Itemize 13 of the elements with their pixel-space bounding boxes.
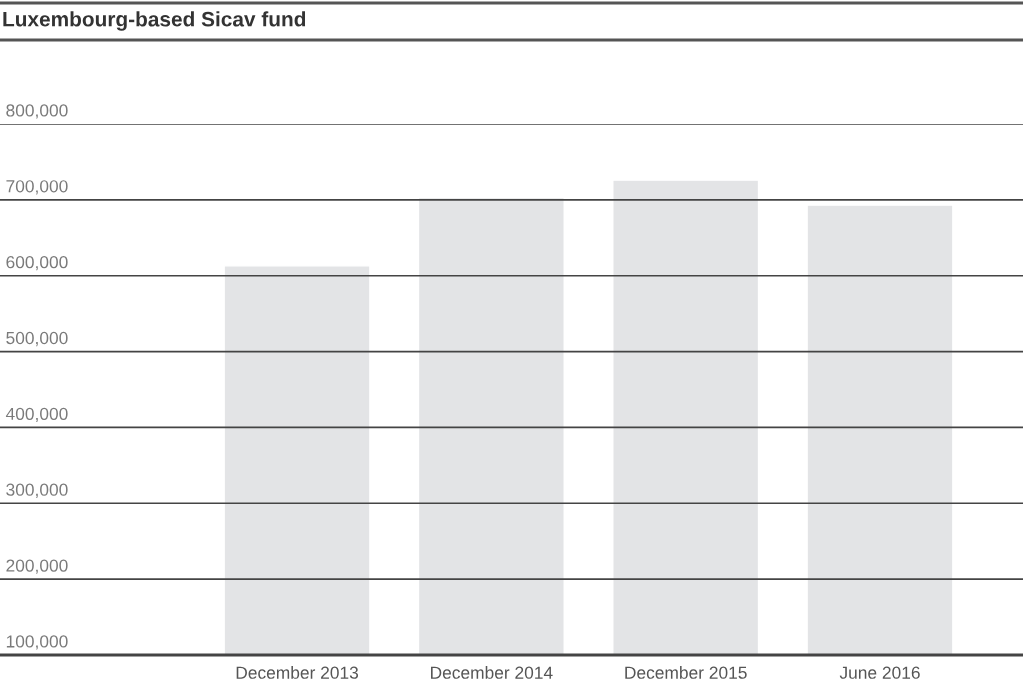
y-tick-label: 500,000 [6, 331, 68, 347]
y-tick-label: 400,000 [5, 407, 68, 423]
y-tick-label: 600,000 [6, 255, 68, 271]
y-tick-label: 700,000 [6, 180, 68, 195]
x-tick-label: December 2015 [625, 666, 747, 679]
chart-title: Luxembourg-based Sicav fund [3, 11, 306, 31]
y-tick-label: 100,000 [6, 635, 68, 650]
y-tick-label: 300,000 [6, 483, 68, 498]
x-tick-label: December 2014 [431, 666, 553, 679]
x-tick-label: December 2013 [236, 666, 359, 679]
y-tick-label: 800,000 [6, 104, 68, 119]
y-tick-label: 200,000 [6, 559, 68, 574]
x-tick-label: June 2016 [839, 666, 920, 679]
